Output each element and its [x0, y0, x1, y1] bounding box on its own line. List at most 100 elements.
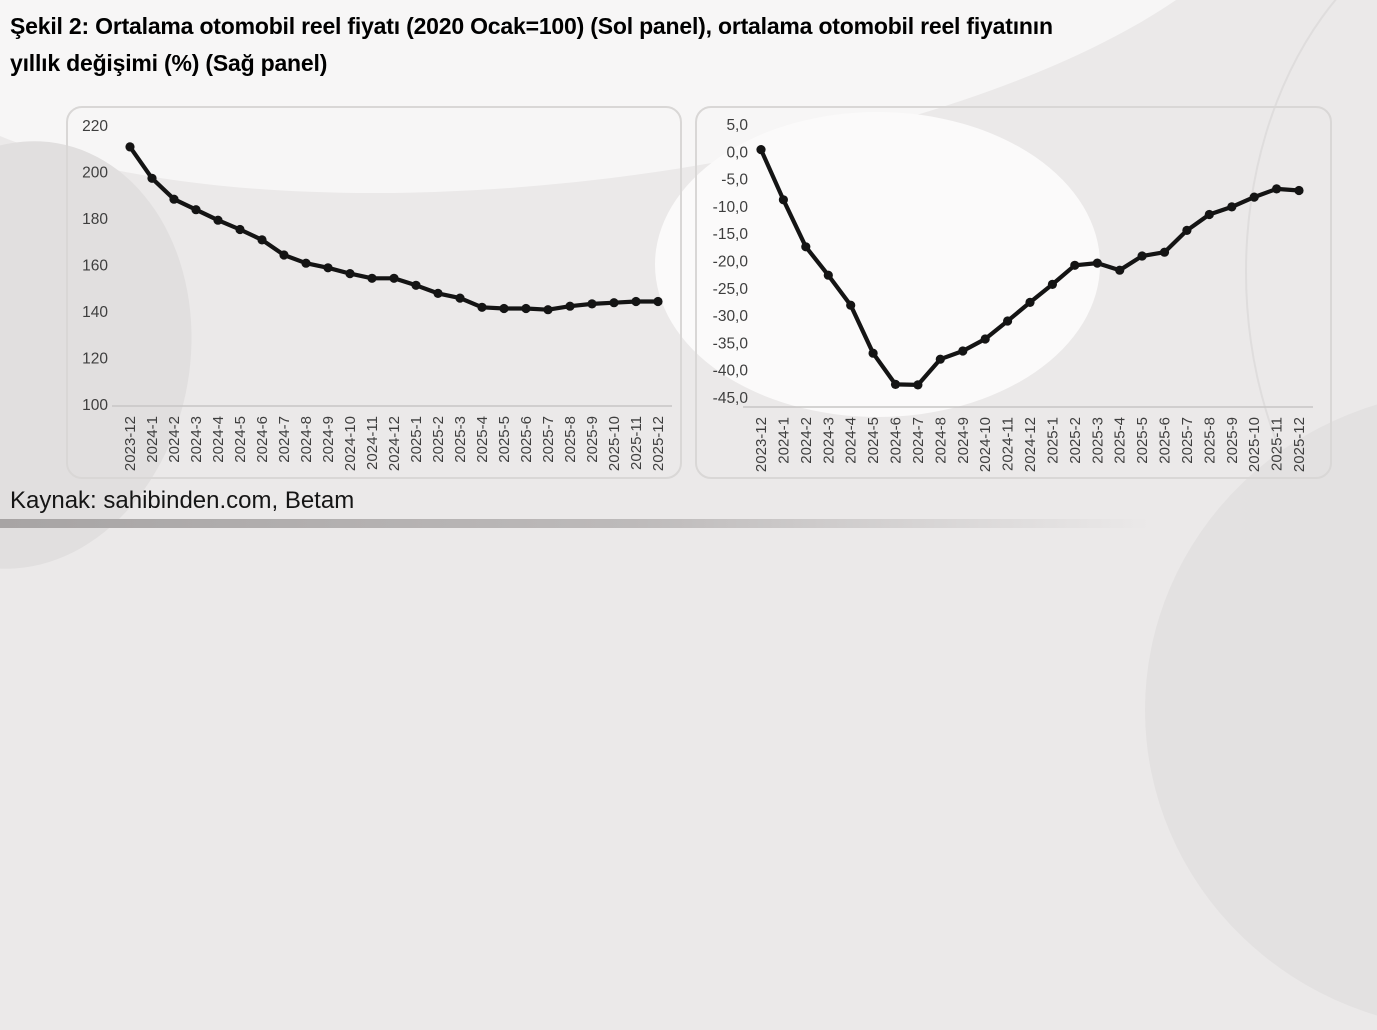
y-tick-label: 180 [82, 211, 108, 228]
figure-title-line-2: yıllık değişimi (%) (Sağ panel) [10, 50, 328, 76]
y-tick-label: 140 [82, 304, 108, 321]
data-point-marker [935, 354, 945, 364]
x-tick-label: 2024-3 [820, 417, 837, 464]
y-tick-label: -20,0 [713, 254, 749, 271]
data-point-marker [1003, 316, 1013, 326]
x-tick-label: 2024-6 [888, 417, 905, 464]
x-tick-label: 2025-3 [1089, 417, 1106, 464]
y-tick-label: 100 [82, 397, 108, 414]
data-point-marker [980, 334, 990, 344]
x-tick-label: 2024-6 [254, 416, 271, 463]
data-point-marker [345, 269, 355, 279]
data-point-marker [1294, 185, 1304, 196]
data-point-marker [846, 300, 856, 310]
data-point-marker [477, 302, 487, 312]
x-tick-label: 2024-11 [1000, 417, 1017, 471]
left-chart-panel: 220 200 180 160 140 120 100 2023-12 2024-1 2024-2… [66, 106, 682, 479]
data-point-marker [1227, 202, 1237, 212]
x-tick-label: 2024-10 [977, 417, 994, 472]
data-point-marker [323, 263, 333, 273]
data-point-marker [587, 299, 597, 309]
data-point-marker [958, 346, 968, 356]
data-point-marker [1249, 192, 1259, 202]
data-point-marker [257, 235, 267, 245]
data-point-marker [1159, 247, 1170, 257]
series-markers [756, 145, 1304, 390]
x-tick-label: 2025-2 [430, 416, 447, 463]
x-tick-label: 2024-2 [798, 417, 815, 464]
x-tick-label: 2025-5 [496, 416, 513, 463]
x-tick-label: 2025-6 [1157, 417, 1174, 464]
right-chart: 5,0 0,0 -5,0 -10,0 -15,0 -20,0 -25,0 -30,0 -35,0… [713, 117, 1313, 472]
data-point-marker [169, 194, 179, 204]
y-axis-labels: 220 200 180 160 140 120 100 [82, 118, 108, 414]
series-markers [125, 142, 663, 315]
x-tick-label: 2024-8 [298, 416, 315, 463]
y-tick-label: 120 [82, 351, 108, 368]
y-tick-label: 160 [82, 258, 108, 275]
x-tick-label: 2024-4 [210, 416, 227, 463]
x-tick-label: 2024-1 [775, 417, 792, 464]
data-point-marker [433, 288, 443, 298]
x-tick-label: 2025-11 [628, 416, 645, 470]
data-point-marker [367, 273, 377, 283]
x-tick-label: 2025-6 [518, 416, 535, 463]
data-point-marker [1115, 265, 1125, 275]
y-tick-label: -5,0 [721, 172, 748, 189]
y-tick-label: -40,0 [713, 363, 749, 380]
y-tick-label: -25,0 [713, 281, 749, 298]
x-tick-label: 2025-8 [562, 416, 579, 463]
data-point-marker [890, 379, 901, 389]
data-point-marker [1272, 184, 1282, 194]
y-tick-label: -30,0 [713, 308, 749, 325]
data-point-marker [499, 303, 509, 314]
data-point-marker [301, 258, 311, 268]
data-point-marker [823, 270, 833, 280]
x-tick-label: 2025-2 [1067, 417, 1084, 464]
x-tick-label: 2024-7 [910, 417, 927, 464]
x-tick-label: 2024-7 [276, 416, 293, 463]
x-tick-label: 2023-12 [122, 416, 139, 471]
data-point-marker [1137, 251, 1147, 261]
data-point-marker [1182, 225, 1192, 235]
y-tick-label: 220 [82, 118, 108, 135]
data-point-marker [1025, 297, 1035, 307]
data-point-marker [521, 303, 531, 314]
x-tick-label: 2025-8 [1201, 417, 1218, 464]
data-point-marker [1047, 279, 1057, 289]
y-tick-label: 200 [82, 165, 108, 182]
background-circle-white [655, 112, 1100, 417]
data-point-marker [125, 142, 135, 152]
x-tick-label: 2024-8 [932, 417, 949, 464]
x-tick-label: 2024-3 [188, 416, 205, 463]
x-tick-label: 2025-4 [1112, 417, 1129, 464]
x-tick-label: 2025-7 [540, 416, 557, 463]
x-tick-label: 2025-1 [1044, 417, 1061, 464]
data-point-marker [631, 296, 641, 307]
x-tick-label: 2025-7 [1179, 417, 1196, 464]
x-tick-label: 2024-12 [1022, 417, 1039, 472]
x-tick-label: 2025-12 [1291, 417, 1308, 472]
data-point-marker [1070, 260, 1080, 270]
x-axis-labels: 2023-12 2024-1 2024-2 2024-3 2024-4 2024-5 202… [122, 416, 667, 471]
data-point-marker [778, 195, 788, 205]
data-point-marker [1092, 258, 1102, 268]
x-axis-labels: 2023-12 2024-1 2024-2 2024-3 2024-4 2024-5 202… [753, 417, 1308, 472]
x-tick-label: 2025-9 [1224, 417, 1241, 464]
figure-title: Şekil 2: Ortalama otomobil reel fiyatı (… [10, 8, 1370, 82]
right-chart-panel: 5,0 0,0 -5,0 -10,0 -15,0 -20,0 -25,0 -30,0 -35,0… [695, 106, 1332, 479]
x-tick-label: 2024-5 [865, 417, 882, 464]
x-tick-label: 2025-1 [408, 416, 425, 463]
figure-title-line-1: Şekil 2: Ortalama otomobil reel fiyatı (… [10, 13, 1053, 39]
x-tick-label: 2024-9 [320, 416, 337, 463]
data-point-marker [191, 205, 201, 215]
background-bottom-strip [0, 519, 1150, 528]
data-point-marker [235, 224, 245, 235]
data-point-marker [565, 301, 575, 311]
data-point-marker [543, 305, 553, 315]
data-point-marker [868, 348, 878, 358]
data-point-marker [756, 145, 766, 155]
background-circle-bottom-right [1145, 390, 1377, 1030]
data-point-marker [913, 380, 923, 390]
data-point-marker [389, 273, 399, 283]
